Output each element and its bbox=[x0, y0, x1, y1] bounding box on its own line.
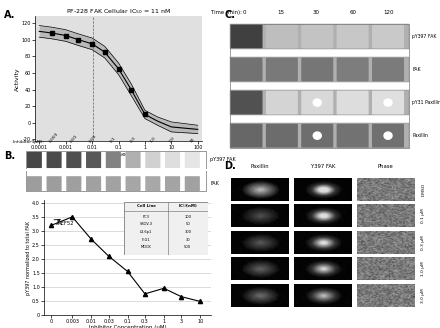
Circle shape bbox=[384, 99, 392, 106]
Y-axis label: Activity: Activity bbox=[15, 67, 20, 91]
Text: DMSO: DMSO bbox=[421, 183, 425, 196]
Bar bbox=[26, 151, 206, 192]
FancyBboxPatch shape bbox=[125, 176, 141, 191]
FancyBboxPatch shape bbox=[145, 152, 160, 168]
Text: FAK: FAK bbox=[210, 181, 219, 186]
Text: 0.1: 0.1 bbox=[110, 136, 117, 144]
Text: 10: 10 bbox=[189, 137, 195, 144]
X-axis label: Dose: Dose bbox=[111, 152, 127, 156]
FancyBboxPatch shape bbox=[27, 152, 42, 168]
Text: 0.003: 0.003 bbox=[48, 132, 59, 144]
FancyBboxPatch shape bbox=[165, 176, 180, 191]
FancyBboxPatch shape bbox=[165, 152, 180, 168]
Title: PF-228 FAK Cellular IC$_{50}$ = 11 nM: PF-228 FAK Cellular IC$_{50}$ = 11 nM bbox=[66, 8, 171, 16]
FancyBboxPatch shape bbox=[86, 176, 101, 191]
Text: 30: 30 bbox=[313, 10, 320, 15]
FancyBboxPatch shape bbox=[372, 124, 404, 148]
Text: 0: 0 bbox=[32, 139, 37, 144]
FancyBboxPatch shape bbox=[372, 25, 404, 48]
FancyBboxPatch shape bbox=[231, 91, 263, 114]
Text: pY31 Paxillin: pY31 Paxillin bbox=[412, 100, 440, 105]
Text: 120: 120 bbox=[383, 10, 394, 15]
Text: pY397 FAK: pY397 FAK bbox=[210, 156, 236, 162]
FancyBboxPatch shape bbox=[301, 58, 333, 81]
FancyBboxPatch shape bbox=[66, 176, 81, 191]
FancyBboxPatch shape bbox=[47, 152, 62, 168]
FancyBboxPatch shape bbox=[301, 124, 333, 148]
Text: FAK: FAK bbox=[412, 67, 421, 72]
FancyBboxPatch shape bbox=[266, 124, 298, 148]
FancyBboxPatch shape bbox=[372, 58, 404, 81]
Text: 1.0: 1.0 bbox=[149, 136, 156, 144]
Text: 3.0: 3.0 bbox=[169, 136, 176, 144]
Text: D.: D. bbox=[224, 161, 236, 171]
Bar bbox=[231, 24, 409, 148]
Bar bbox=[231, 57, 409, 82]
Bar bbox=[231, 123, 409, 148]
FancyBboxPatch shape bbox=[372, 91, 404, 114]
Circle shape bbox=[384, 132, 392, 139]
FancyBboxPatch shape bbox=[301, 91, 333, 114]
FancyBboxPatch shape bbox=[66, 152, 81, 168]
Text: Phase: Phase bbox=[378, 164, 393, 169]
Text: C.: C. bbox=[224, 10, 235, 20]
FancyBboxPatch shape bbox=[47, 176, 62, 191]
FancyBboxPatch shape bbox=[266, 25, 298, 48]
Text: 0.3 μM: 0.3 μM bbox=[421, 235, 425, 250]
Text: 0.3: 0.3 bbox=[129, 136, 137, 144]
FancyBboxPatch shape bbox=[266, 58, 298, 81]
FancyBboxPatch shape bbox=[185, 176, 200, 191]
Text: 15: 15 bbox=[277, 10, 284, 15]
Bar bbox=[231, 24, 409, 49]
FancyBboxPatch shape bbox=[337, 91, 369, 114]
FancyBboxPatch shape bbox=[106, 152, 121, 168]
Text: 0.01: 0.01 bbox=[69, 134, 78, 144]
FancyBboxPatch shape bbox=[86, 152, 101, 168]
Text: Paxillin: Paxillin bbox=[412, 133, 428, 138]
Circle shape bbox=[313, 99, 321, 106]
Text: Paxillin: Paxillin bbox=[251, 164, 269, 169]
Circle shape bbox=[313, 132, 321, 139]
Text: 60: 60 bbox=[349, 10, 356, 15]
Text: B.: B. bbox=[4, 151, 15, 161]
X-axis label: Inhibitor Concentration (μM): Inhibitor Concentration (μM) bbox=[89, 325, 166, 328]
Text: 1.0 μM: 1.0 μM bbox=[421, 262, 425, 277]
Text: Y397 FAK: Y397 FAK bbox=[311, 164, 335, 169]
Bar bbox=[231, 90, 409, 115]
Text: Time (min):: Time (min): bbox=[212, 10, 242, 15]
FancyBboxPatch shape bbox=[231, 25, 263, 48]
Text: 0.1 μM: 0.1 μM bbox=[421, 209, 425, 223]
FancyBboxPatch shape bbox=[145, 176, 160, 191]
FancyBboxPatch shape bbox=[337, 58, 369, 81]
FancyBboxPatch shape bbox=[231, 58, 263, 81]
FancyBboxPatch shape bbox=[106, 176, 121, 191]
FancyBboxPatch shape bbox=[301, 25, 333, 48]
Text: 0.03: 0.03 bbox=[89, 134, 98, 144]
Text: REF52: REF52 bbox=[58, 221, 74, 226]
Text: Inhibitor (μM):: Inhibitor (μM): bbox=[13, 140, 44, 144]
FancyBboxPatch shape bbox=[125, 152, 141, 168]
Y-axis label: pY397 normalized to total FAK: pY397 normalized to total FAK bbox=[26, 220, 31, 295]
Text: 0: 0 bbox=[243, 10, 246, 15]
Text: 3.0 μM: 3.0 μM bbox=[421, 288, 425, 303]
Text: A.: A. bbox=[4, 10, 16, 20]
Text: pY397 FAK: pY397 FAK bbox=[412, 34, 437, 39]
FancyBboxPatch shape bbox=[266, 91, 298, 114]
FancyBboxPatch shape bbox=[27, 176, 42, 191]
FancyBboxPatch shape bbox=[185, 152, 200, 168]
FancyBboxPatch shape bbox=[231, 124, 263, 148]
FancyBboxPatch shape bbox=[337, 25, 369, 48]
FancyBboxPatch shape bbox=[337, 124, 369, 148]
